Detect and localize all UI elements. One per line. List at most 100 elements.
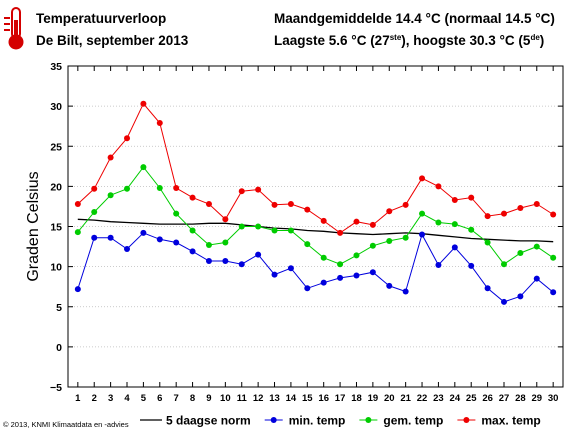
data-point-gem-temp	[369, 242, 376, 249]
legend-marker-max-temp	[463, 417, 470, 423]
data-point-gem-temp	[435, 219, 442, 226]
data-point-min-temp	[353, 272, 360, 279]
data-point-gem-temp	[222, 239, 229, 246]
data-point-min-temp	[304, 285, 311, 292]
data-point-gem-temp	[140, 164, 147, 171]
data-point-max-temp	[255, 186, 262, 193]
x-tick-label: 14	[286, 393, 297, 404]
legend-marker-min-temp	[270, 417, 277, 423]
chart-subtitle: De Bilt, september 2013	[36, 33, 189, 48]
y-tick-label: 0	[56, 342, 62, 354]
legend-label-min-temp: min. temp	[289, 414, 346, 428]
data-point-max-temp	[402, 201, 409, 208]
x-tick-label: 2	[92, 393, 97, 404]
data-point-gem-temp	[320, 254, 327, 261]
data-point-gem-temp	[419, 210, 426, 217]
data-point-gem-temp	[255, 223, 262, 230]
data-point-min-temp	[156, 236, 163, 243]
data-point-gem-temp	[74, 229, 81, 236]
data-point-max-temp	[238, 188, 245, 195]
x-tick-label: 8	[190, 393, 195, 404]
data-point-gem-temp	[353, 252, 360, 259]
data-point-max-temp	[451, 197, 458, 204]
x-tick-label: 3	[108, 393, 113, 404]
x-tick-label: 4	[124, 393, 130, 404]
data-point-gem-temp	[451, 221, 458, 228]
x-tick-label: 6	[157, 393, 162, 404]
data-point-gem-temp	[173, 210, 180, 217]
thermometer-icon	[4, 7, 24, 50]
data-point-gem-temp	[337, 261, 344, 268]
data-point-max-temp	[205, 201, 212, 208]
y-tick-label: 15	[50, 222, 62, 234]
data-point-max-temp	[353, 218, 360, 225]
x-tick-label: 29	[531, 393, 542, 404]
x-tick-label: 7	[174, 393, 179, 404]
data-point-max-temp	[124, 135, 131, 142]
data-point-max-temp	[189, 194, 196, 201]
data-point-min-temp	[320, 279, 327, 286]
data-point-min-temp	[369, 269, 376, 276]
data-point-min-temp	[468, 262, 475, 269]
data-point-gem-temp	[500, 261, 507, 268]
x-tick-label: 28	[515, 393, 526, 404]
data-point-min-temp	[74, 286, 81, 293]
data-point-gem-temp	[91, 209, 98, 216]
monthly-mean-text: Maandgemiddelde 14.4 °C (normaal 14.5 °C…	[274, 11, 555, 26]
data-point-max-temp	[304, 206, 311, 213]
x-tick-label: 24	[450, 393, 461, 404]
x-tick-label: 25	[466, 393, 477, 404]
data-point-min-temp	[124, 245, 131, 252]
y-axis-label: Graden Celsius	[25, 171, 42, 281]
data-point-gem-temp	[189, 227, 196, 234]
data-point-max-temp	[386, 208, 393, 215]
x-tick-label: 19	[368, 393, 379, 404]
data-point-gem-temp	[238, 223, 245, 230]
series-line-max-temp	[77, 102, 554, 234]
data-point-max-temp	[222, 216, 229, 223]
legend-marker-gem-temp	[365, 417, 372, 423]
x-tick-label: 21	[400, 393, 411, 404]
data-point-min-temp	[517, 293, 524, 300]
data-point-gem-temp	[468, 226, 475, 233]
data-point-min-temp	[500, 298, 507, 305]
data-point-max-temp	[74, 201, 81, 208]
data-point-max-temp	[500, 210, 507, 217]
legend-label-5-daagse-norm: 5 daagse norm	[166, 414, 251, 428]
data-point-min-temp	[205, 258, 212, 265]
data-point-max-temp	[91, 185, 98, 192]
data-point-max-temp	[173, 184, 180, 191]
data-point-min-temp	[238, 261, 245, 268]
y-tick-label: 30	[50, 101, 62, 113]
x-tick-label: 15	[302, 393, 313, 404]
x-tick-label: 1	[75, 393, 81, 404]
x-tick-label: 22	[417, 393, 428, 404]
data-point-gem-temp	[124, 185, 131, 192]
data-point-gem-temp	[107, 192, 114, 199]
copyright-text: © 2013, KNMI Klimaatdata en -advies	[3, 420, 129, 429]
data-point-max-temp	[140, 100, 147, 107]
data-point-min-temp	[484, 285, 491, 292]
data-point-max-temp	[533, 201, 540, 208]
data-point-min-temp	[337, 274, 344, 281]
x-tick-label: 18	[351, 393, 362, 404]
legend-label-gem-temp: gem. temp	[383, 414, 443, 428]
data-point-max-temp	[271, 201, 278, 208]
data-point-max-temp	[156, 119, 163, 126]
series-line-5-daagse-norm	[77, 218, 554, 243]
data-point-max-temp	[517, 205, 524, 212]
series-line-gem-temp	[77, 166, 554, 265]
data-point-min-temp	[255, 251, 262, 258]
x-tick-label: 11	[237, 393, 248, 404]
data-point-max-temp	[320, 217, 327, 224]
y-tick-label: 35	[50, 61, 62, 73]
data-point-min-temp	[419, 231, 426, 238]
data-point-gem-temp	[287, 227, 294, 234]
data-point-min-temp	[222, 258, 229, 265]
data-point-min-temp	[173, 239, 180, 246]
x-tick-label: 20	[384, 393, 395, 404]
data-point-min-temp	[533, 275, 540, 282]
x-tick-label: 13	[269, 393, 280, 404]
data-point-min-temp	[451, 244, 458, 251]
data-point-max-temp	[369, 221, 376, 228]
